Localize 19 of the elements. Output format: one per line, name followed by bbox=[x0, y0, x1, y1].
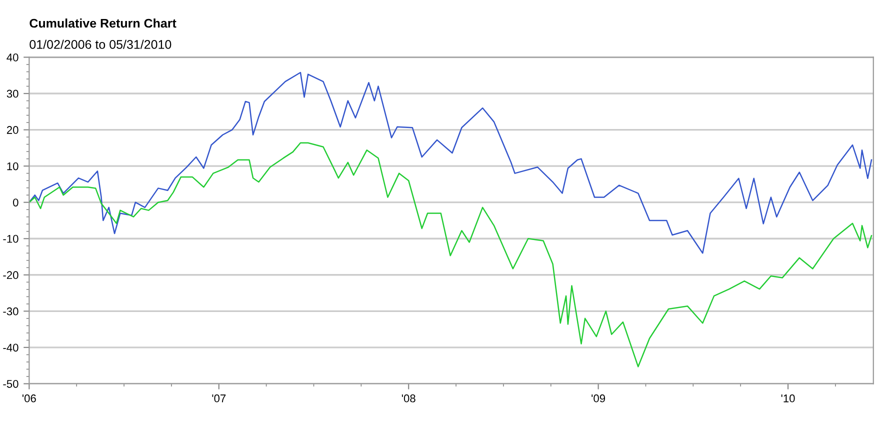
x-tick-label: '09 bbox=[592, 394, 606, 402]
x-tick-label: '10 bbox=[781, 394, 795, 402]
y-tick-label: 40 bbox=[6, 54, 18, 62]
x-tick-label: '08 bbox=[402, 394, 416, 402]
chart-subtitle: 01/02/2006 to 05/31/2010 bbox=[30, 40, 172, 49]
x-tick-label: '07 bbox=[212, 394, 226, 402]
y-tick-label: 30 bbox=[6, 90, 18, 98]
x-tick-label: '06 bbox=[22, 394, 36, 402]
y-tick-label: 10 bbox=[7, 162, 18, 170]
line-series bbox=[29, 142, 872, 368]
y-tick-label: -30 bbox=[3, 307, 18, 316]
chart-title: Cumulative Return Chart bbox=[30, 18, 176, 28]
y-tick-label: -50 bbox=[3, 380, 18, 388]
y-tick-label: -40 bbox=[3, 344, 18, 352]
y-tick-label: 0 bbox=[13, 198, 18, 206]
y-tick-label: -10 bbox=[3, 234, 18, 243]
y-tick-label: 20 bbox=[6, 126, 18, 134]
y-tick-label: -20 bbox=[3, 271, 18, 280]
line-series bbox=[29, 72, 872, 254]
